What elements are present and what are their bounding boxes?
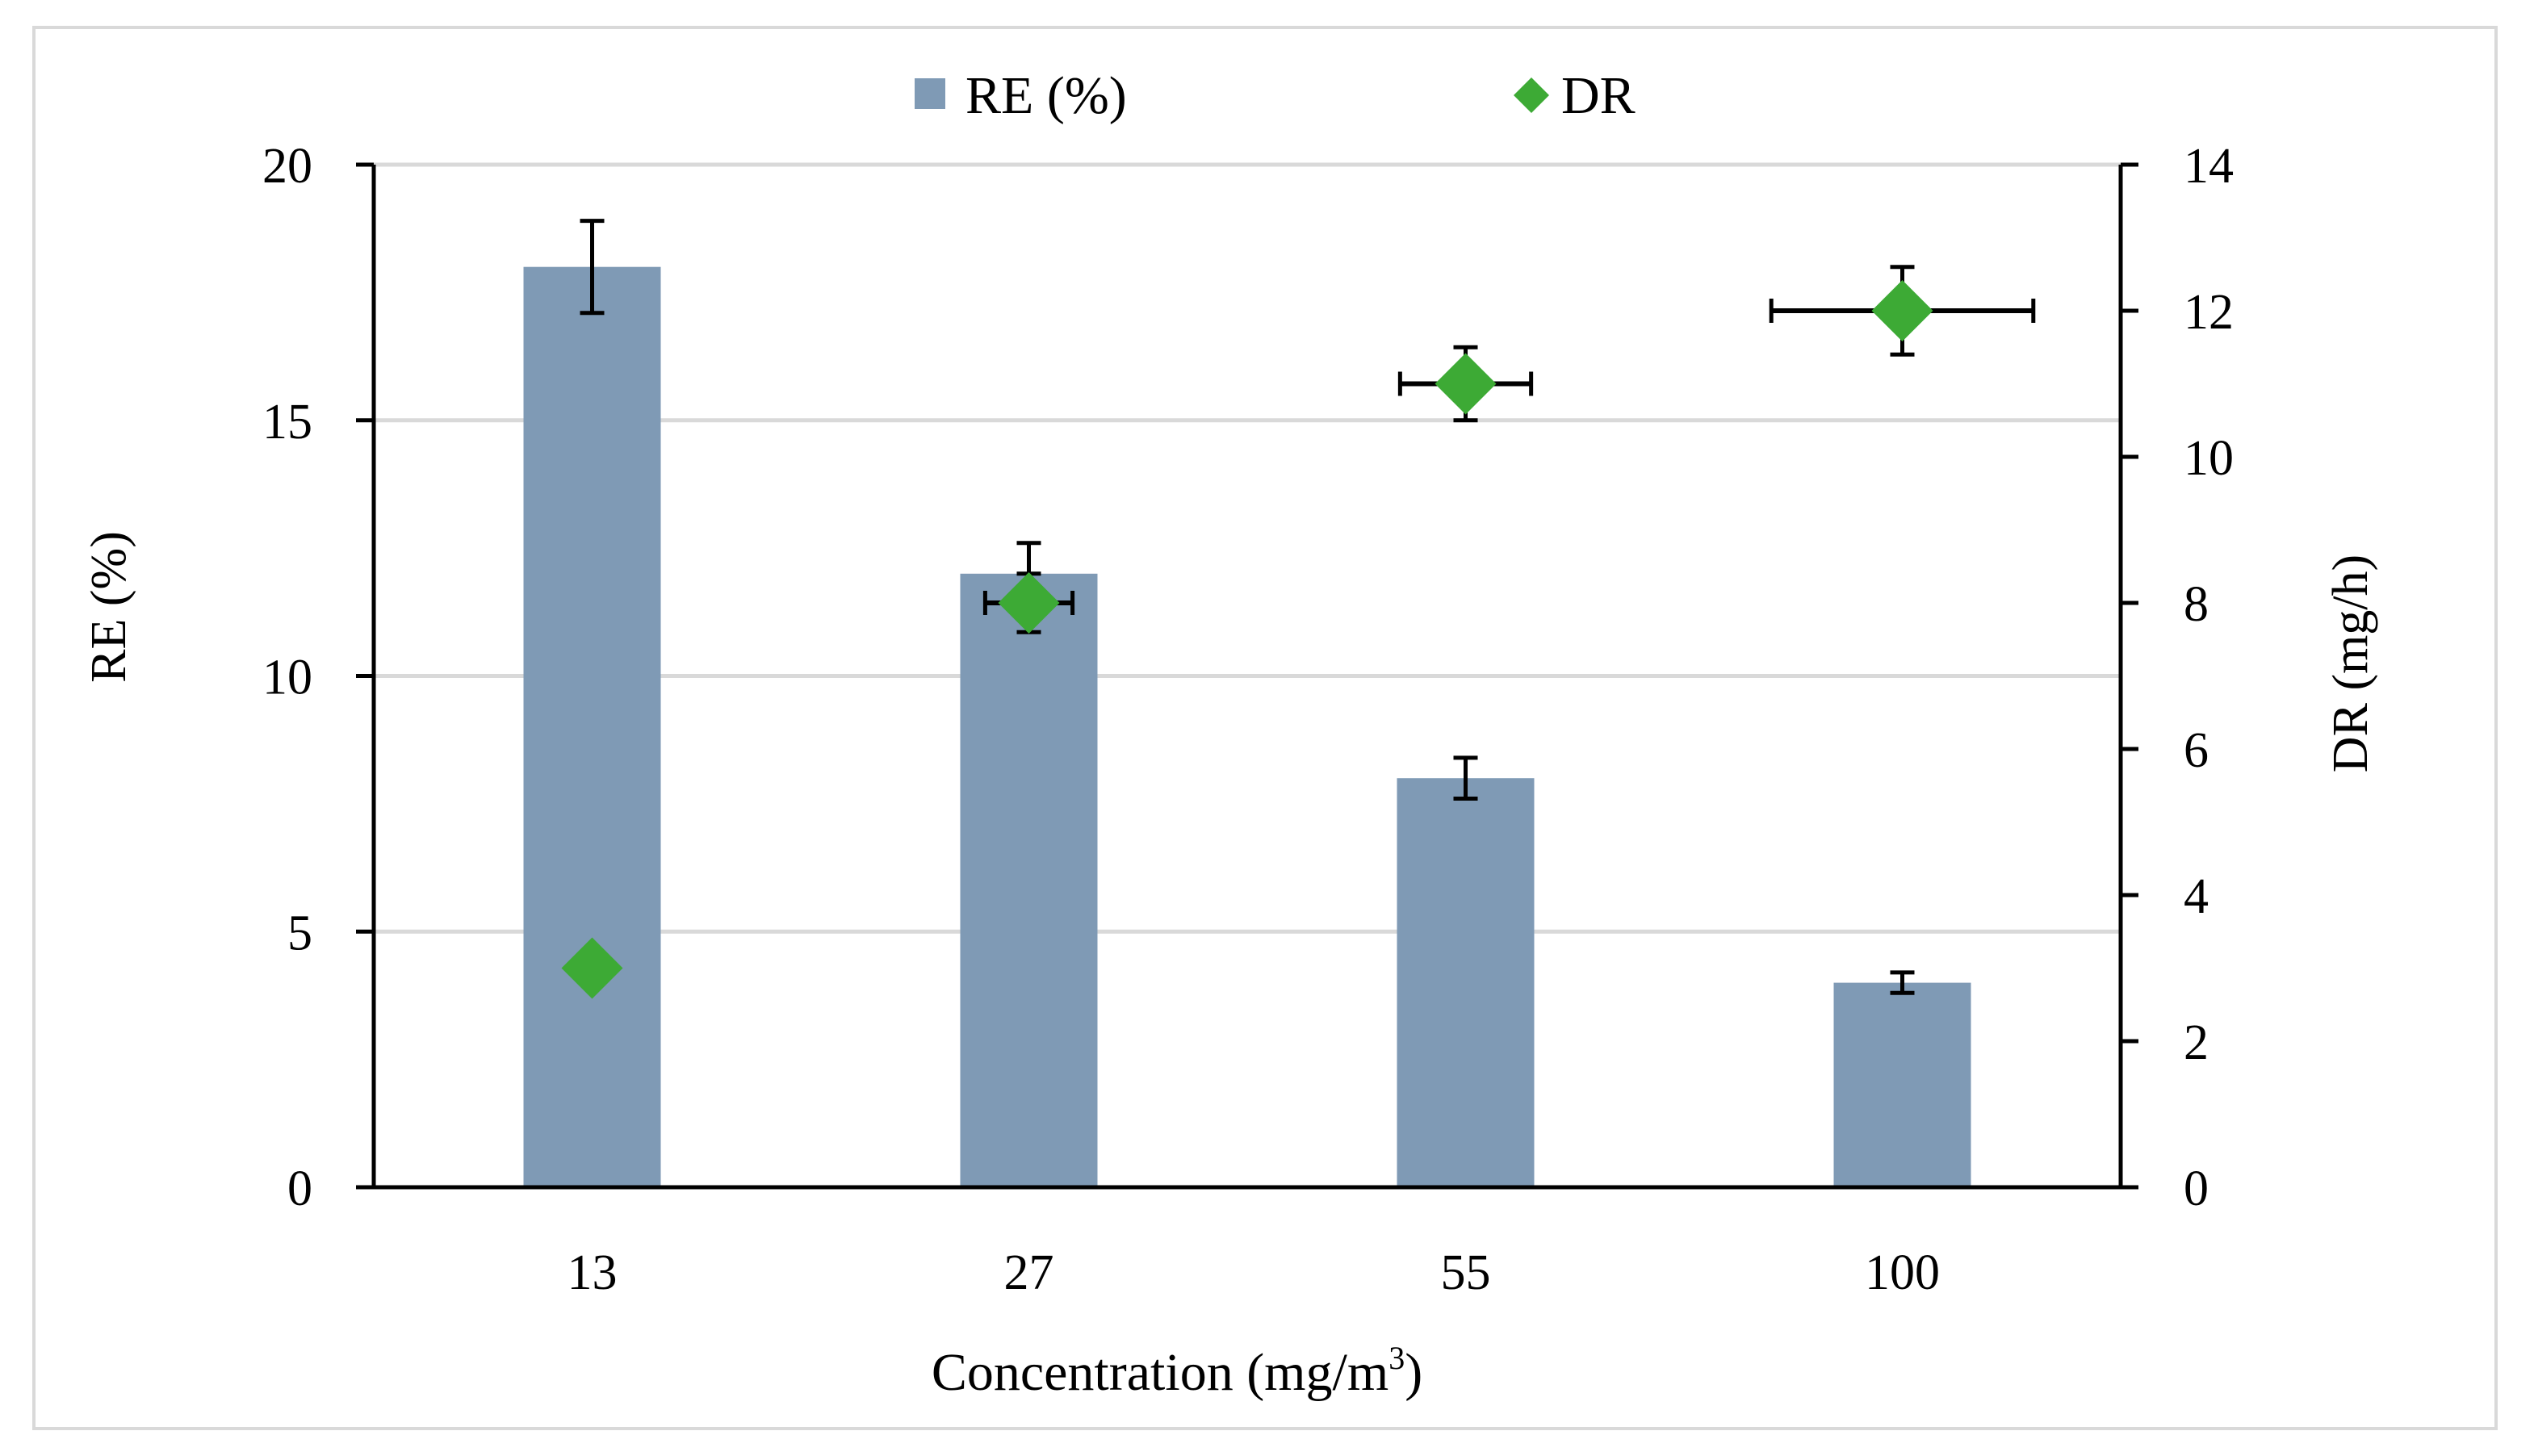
x-tick-label-55: 55 <box>1441 1245 1491 1300</box>
y2-tick-label-12: 12 <box>2184 285 2234 340</box>
dr-point-group-27 <box>982 571 1075 634</box>
y2-tick-label-0: 0 <box>2184 1161 2209 1216</box>
y2-tick-label-6: 6 <box>2184 723 2209 778</box>
x-axis-label-superscript: 3 <box>1388 1340 1405 1376</box>
legend-swatch-dr <box>1514 77 1549 113</box>
dr-point-27 <box>998 572 1060 634</box>
x-tick-label-27: 27 <box>1004 1245 1054 1300</box>
bar-13 <box>523 266 661 1188</box>
x-axis-label: Concentration (mg/m3) <box>932 1340 1422 1402</box>
axes <box>356 162 2138 1190</box>
y2-tick-label-8: 8 <box>2184 577 2209 632</box>
y-tick-label-15: 15 <box>262 395 312 450</box>
bar-error-100 <box>1890 970 1915 995</box>
bar-series <box>523 266 1971 1188</box>
y2-tick-label-2: 2 <box>2184 1015 2209 1070</box>
legend: RE (%) DR <box>915 66 1636 125</box>
bar-error-55 <box>1453 755 1478 801</box>
bar-55 <box>1397 778 1535 1187</box>
x-axis-label-end: ) <box>1405 1343 1422 1402</box>
y2-tick-label-4: 4 <box>2184 869 2209 924</box>
y-tick-label-10: 10 <box>262 651 312 705</box>
error-bars <box>580 219 1915 995</box>
y-tick-label-0: 0 <box>287 1161 312 1216</box>
chart-frame <box>32 26 2498 1430</box>
bar-27 <box>960 573 1098 1187</box>
gridlines <box>374 162 2121 934</box>
legend-label-re: RE (%) <box>965 66 1127 125</box>
dr-point-group-100 <box>1769 265 2036 357</box>
dr-point-group-13 <box>561 937 623 999</box>
y-tick-label-5: 5 <box>287 906 312 960</box>
y2-tick-label-10: 10 <box>2184 431 2234 486</box>
tick-labels: 0 5 10 15 20 0 2 4 6 8 10 12 14 13 27 55 100 <box>262 139 2234 1300</box>
scatter-series <box>561 265 2036 999</box>
x-axis-label-main: Concentration (mg/m <box>932 1343 1388 1402</box>
legend-label-dr: DR <box>1561 66 1636 125</box>
y-tick-label-20: 20 <box>262 139 312 194</box>
legend-swatch-re <box>915 78 945 109</box>
x-tick-label-100: 100 <box>1865 1245 1940 1300</box>
bar-100 <box>1833 982 1971 1187</box>
bar-error-13 <box>580 219 605 316</box>
dr-point-100 <box>1871 280 1933 341</box>
dr-point-13 <box>561 937 623 999</box>
y2-axis-label: DR (mg/h) <box>2323 554 2378 772</box>
x-tick-label-13: 13 <box>568 1245 618 1300</box>
dr-point-group-55 <box>1397 345 1534 423</box>
y-axis-label: RE (%) <box>82 531 136 683</box>
dr-point-55 <box>1435 353 1497 415</box>
y2-tick-label-14: 14 <box>2184 139 2234 194</box>
